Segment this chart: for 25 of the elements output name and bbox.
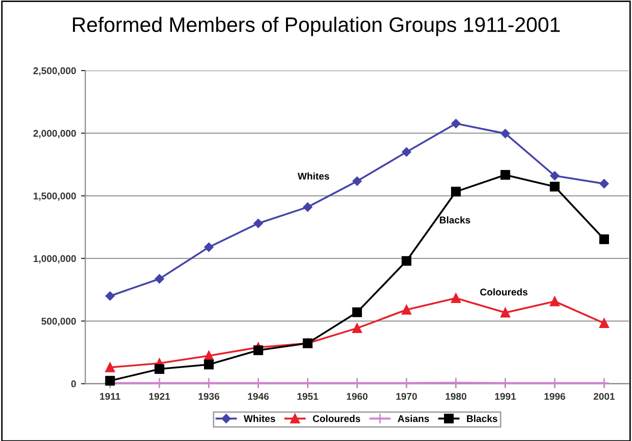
x-tick-label: 1996 [544, 392, 566, 400]
x-tick-label: 1921 [149, 392, 170, 400]
x-tick-label: 1970 [396, 392, 417, 400]
x-tick-label: 1960 [346, 392, 368, 400]
x-tick-label: 1911 [100, 392, 120, 400]
x-tick-label: 1980 [446, 392, 466, 400]
x-tick-label: 2001 [594, 392, 615, 400]
annotation: Coloureds [480, 288, 528, 296]
y-tick-label: 1,500,000 [34, 192, 76, 201]
y-tick-label: 1,000,000 [34, 255, 76, 264]
x-tick-label: 1951 [297, 392, 318, 400]
y-tick-label: 500,000 [41, 318, 76, 326]
legend-label: Asians [398, 414, 429, 422]
x-tick-label: 1991 [495, 392, 516, 400]
legend-label: Blacks [466, 414, 498, 422]
annotation: Blacks [440, 216, 470, 224]
y-tick-label: 2,000,000 [33, 130, 76, 138]
legend-label: Whites [244, 414, 276, 422]
x-tick-label: 1936 [198, 392, 220, 400]
y-tick-label: 0 [71, 380, 76, 388]
y-tick-label: 2,500,000 [33, 67, 76, 76]
legend-label: Coloureds [312, 414, 360, 422]
chart-title: Reformed Members of Population Groups 1911-2001 [72, 16, 560, 36]
annotation: Whites [298, 172, 330, 180]
x-tick-label: 1946 [248, 392, 269, 400]
